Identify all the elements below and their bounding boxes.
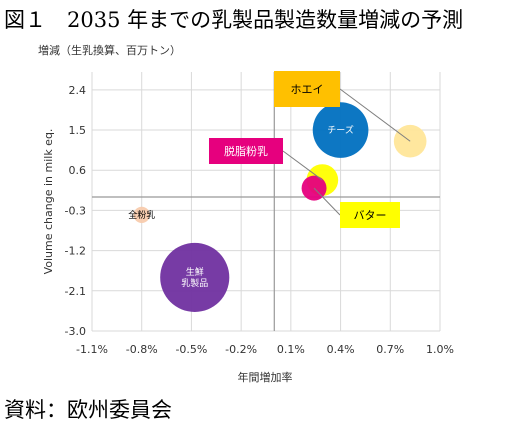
x-tick-label: 0.7% (376, 343, 404, 356)
y-tick-label: 2.4 (69, 84, 87, 97)
callout-label: 脱脂粉乳 (224, 144, 268, 158)
y-axis-title-top: 増減（生乳換算、百万トン） (38, 43, 181, 57)
x-tick-label: -0.5% (175, 343, 207, 356)
x-tick-label: -0.2% (225, 343, 257, 356)
callout-leader (282, 150, 323, 181)
x-tick-label: 1.0% (426, 343, 454, 356)
y-tick-label: 0.6 (69, 164, 87, 177)
y-tick-label: -0.3 (65, 204, 86, 217)
x-tick-label: 0.4% (327, 343, 355, 356)
grid-layer (91, 72, 441, 332)
axis-layer: 2.4 1.5 0.6 -0.3 -1.2 -2.1 -3.0 -1.1% -0.8% -0.5%… (65, 72, 454, 356)
y-axis-title: Volume change in milk eq. (42, 129, 55, 275)
bubble-label: 生鮮 (186, 266, 204, 278)
y-tick-label: 1.5 (69, 124, 87, 137)
callout-leader (339, 88, 411, 142)
figure-title: 図１ 2035 年までの乳製品製造数量増減の予測 (4, 8, 464, 32)
x-tick-label: -0.8% (126, 343, 158, 356)
y-tick-label: -3.0 (65, 325, 86, 338)
bubble-label: 全粉乳 (128, 209, 155, 221)
source-note: 資料：欧州委員会 (4, 398, 172, 422)
callout-label: ホエイ (291, 83, 324, 96)
x-tick-label: 0.1% (277, 343, 305, 356)
y-tick-label: -2.1 (65, 285, 86, 298)
bubble-全粉乳 (133, 206, 150, 224)
bubble-チーズ (312, 102, 369, 158)
x-axis-title: 年間増加率 (238, 370, 293, 384)
callout-box (209, 138, 283, 164)
bubble-label: 乳製品 (181, 277, 208, 289)
bubble-label: チーズ (327, 124, 354, 136)
callout-leader (313, 187, 341, 216)
x-tick-label: -1.1% (76, 343, 108, 356)
bubble-生鮮乳製品 (160, 242, 230, 312)
callout-label: バター (354, 209, 387, 222)
callout-box (274, 71, 340, 107)
callout-box (340, 202, 400, 228)
y-tick-label: -1.2 (65, 245, 86, 258)
